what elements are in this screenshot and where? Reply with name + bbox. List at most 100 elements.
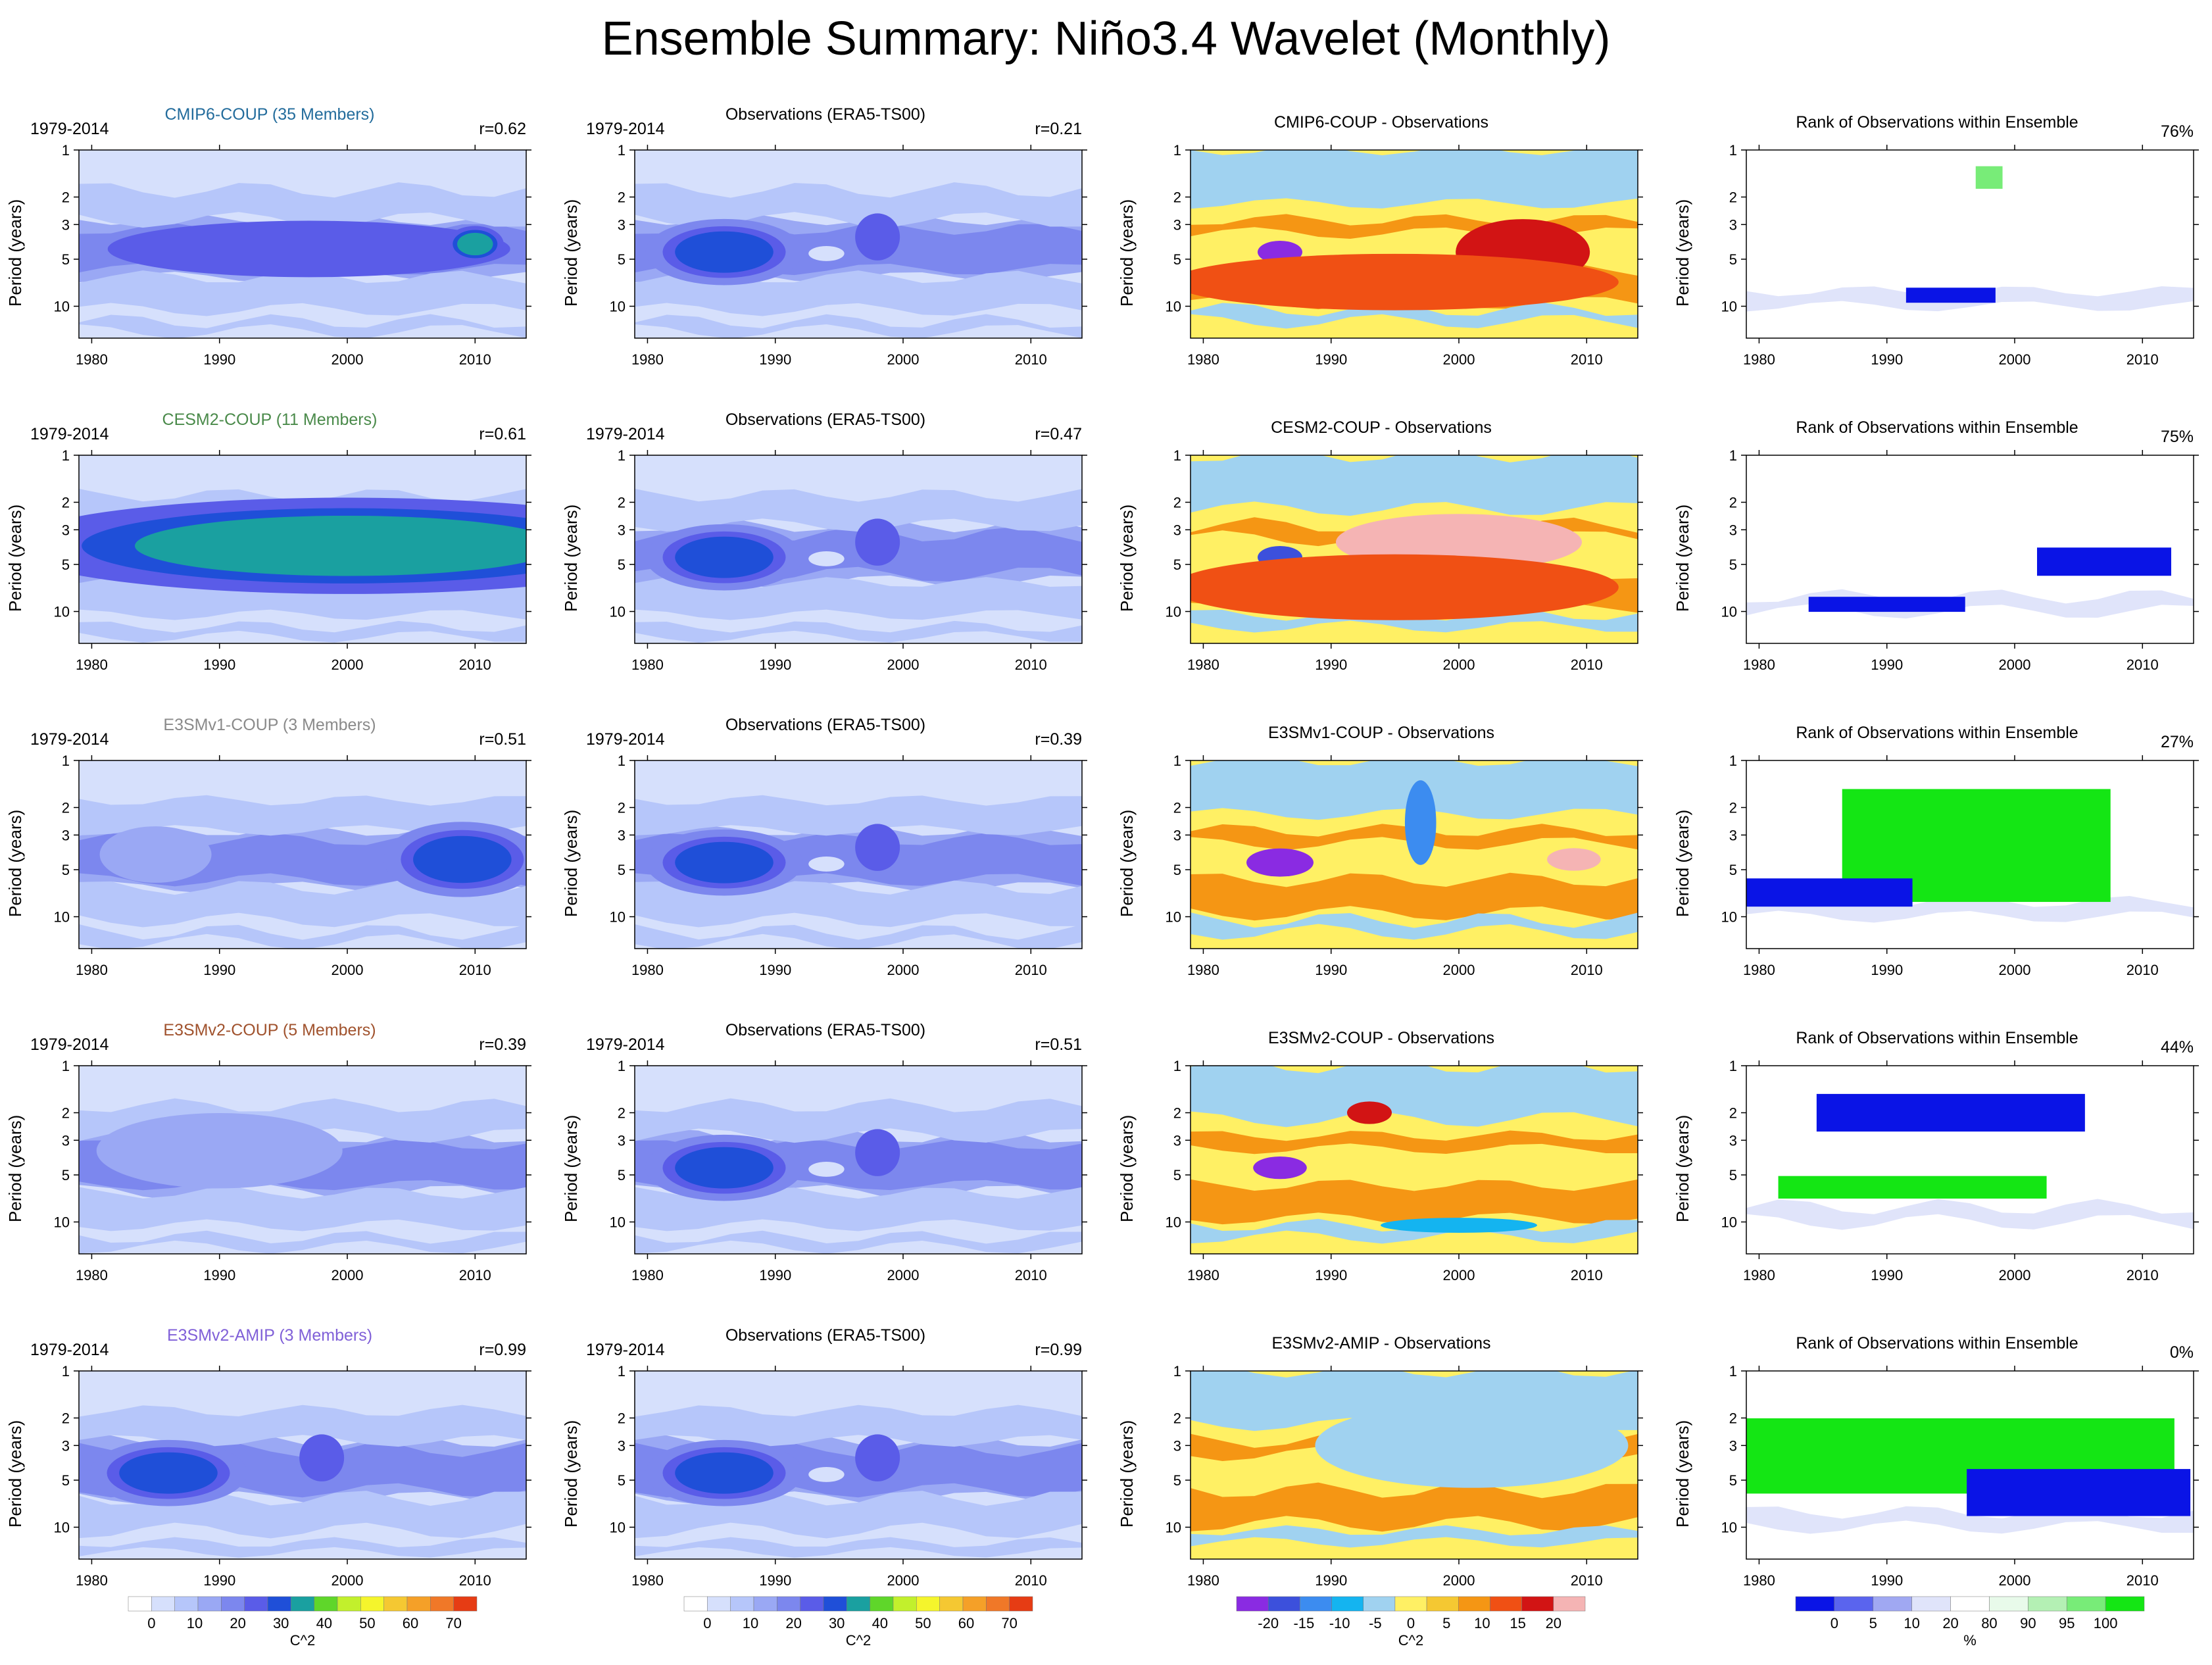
contour-feature [457,232,493,256]
x-tick-label: 2010 [1571,962,1603,978]
y-tick-label: 1 [618,753,626,769]
x-tick-label: 2010 [2126,657,2159,673]
x-tick-label: 1990 [203,1267,235,1283]
plot-area: 1 2 3 5 10 1980 1990 2000 2010 [1166,1058,1643,1283]
diff-panel-title: CESM2-COUP - Observations [1271,418,1492,437]
rank-panel-row1: Rank of Observations within Ensemble 76% P… [1673,105,2200,382]
x-tick-label: 1980 [76,351,108,368]
colorbar-swatch [1331,1596,1364,1612]
y-tick-label: 1 [62,142,70,159]
plot-area: 1 2 3 5 10 1980 1990 2000 2010 [54,1363,531,1589]
x-tick-label: 2000 [1999,657,2031,673]
colorbar-label: 20 [1546,1615,1561,1631]
x-tick-label: 1990 [759,351,791,368]
colorbar-swatch [197,1596,222,1612]
plot-area: 1 2 3 5 10 1980 1990 2000 2010 [54,447,531,673]
colorbar-3: -20 -15 -10 -5 0 5 10 15 20 C^2 [1236,1596,1586,1648]
x-tick-label: 2000 [1999,962,2031,978]
plot-frame [634,455,1083,644]
y-tick-label: 5 [1729,557,1737,573]
contour-band [1746,1199,2194,1230]
colorbar-swatch [128,1596,152,1612]
contour-band [1191,609,1638,633]
x-tick-label: 2010 [459,351,491,368]
contour-band [79,270,526,316]
colorbar-swatch [2066,1596,2106,1612]
contour-feature [855,1129,900,1176]
y-tick-label: 1 [618,447,626,464]
period-range-label: 1979-2014 [586,1035,665,1054]
y-tick-label: 5 [1173,251,1181,268]
y-tick-label: 5 [618,862,626,878]
x-tick-label: 1990 [759,1267,791,1283]
x-tick-label: 2000 [887,1572,920,1589]
y-tick-label: 10 [610,1520,626,1536]
plot-area: 1 2 3 5 10 1980 1990 2000 2010 [1721,1058,2199,1283]
plot-area: 1 2 3 5 10 1980 1990 2000 2010 [610,142,1087,368]
colorbar-swatch [244,1596,268,1612]
y-tick-label: 10 [54,1214,70,1231]
contour-band [79,924,526,949]
x-tick-label: 1990 [759,962,791,978]
y-tick-label: 3 [618,522,626,538]
x-tick-label: 1980 [76,1572,108,1589]
y-tick-label: 5 [1729,1167,1737,1183]
period-range-label: 1979-2014 [30,425,109,443]
obs-panel-row4: Observations (ERA5-TS00) 1979-2014 r=0.51 P… [561,1021,1089,1297]
diff-panel-title: E3SMv2-COUP - Observations [1267,1029,1495,1047]
diff-panel-row1: CMIP6-COUP - Observations Period (years) 1… [1117,105,1644,382]
x-tick-label: 2000 [1443,657,1475,673]
x-tick-label: 2010 [1015,1572,1047,1589]
x-tick-label: 1980 [631,962,664,978]
model-panel-title: E3SMv1-COUP (3 Members) [163,716,376,734]
y-tick-label: 10 [1721,1520,1737,1536]
contour-band [635,1230,1082,1254]
y-tick-label: 5 [62,1167,70,1183]
x-tick-label: 1980 [1743,962,1775,978]
x-tick-label: 2000 [332,1572,364,1589]
y-tick-label: 1 [618,1058,626,1074]
y-tick-label: 10 [1166,1520,1181,1536]
y-tick-label: 2 [618,1105,626,1122]
colorbar-swatch [314,1596,338,1612]
contour-feature [1404,780,1437,865]
x-tick-label: 1990 [1871,962,1903,978]
model-panel-row4: E3SMv2-COUP (5 Members) 1979-2014 r=0.39 Pe… [5,1021,533,1297]
y-tick-label: 10 [1721,299,1737,315]
x-tick-label: 2000 [1443,1572,1475,1589]
colorbar-swatch [174,1596,199,1612]
rank-region [1967,1469,2191,1516]
rank-panel-row4: Rank of Observations within Ensemble 44% P… [1673,1021,2200,1297]
x-tick-label: 1990 [1315,1267,1347,1283]
plot-area: 1 2 3 5 10 1980 1990 2000 2010 [1166,142,1643,368]
y-tick-label: 10 [610,1214,626,1231]
plot-frame [78,149,527,339]
rank-region [2037,547,2171,576]
x-tick-label: 1990 [759,657,791,673]
plot-area: 1 2 3 5 10 1980 1990 2000 2010 [54,142,531,368]
diff-panel-row2: CESM2-COUP - Observations Period (years) 1… [1117,410,1644,687]
plot-frame [634,1065,1083,1255]
contour-band [1746,895,2194,923]
y-tick-label: 5 [62,251,70,268]
colorbar-swatch [1267,1596,1300,1612]
x-tick-label: 2000 [332,657,364,673]
colorbar-swatch [753,1596,777,1612]
colorbar-label: 20 [1942,1615,1958,1631]
diff-panel-title: CMIP6-COUP - Observations [1273,113,1488,132]
obs-panel-row3: Observations (ERA5-TS00) 1979-2014 r=0.39 P… [561,716,1089,992]
y-tick-label: 1 [62,753,70,769]
colorbar-swatch [847,1596,870,1612]
plot-area: 1 2 3 5 10 1980 1990 2000 2010 [1166,447,1643,673]
plot-area: 1 2 3 5 10 1980 1990 2000 2010 [1721,753,2199,978]
colorbar-units: C^2 [1398,1632,1423,1648]
plot-frame [1746,455,2194,644]
x-tick-label: 1980 [76,962,108,978]
rank-percent-label: 75% [2160,428,2194,446]
colorbar-label: 50 [359,1615,375,1631]
x-tick-label: 2000 [1443,962,1475,978]
y-tick-label: 2 [62,1105,70,1122]
y-tick-label: 2 [1729,800,1737,816]
y-tick-label: 2 [618,1410,626,1427]
y-tick-label: 1 [618,142,626,159]
